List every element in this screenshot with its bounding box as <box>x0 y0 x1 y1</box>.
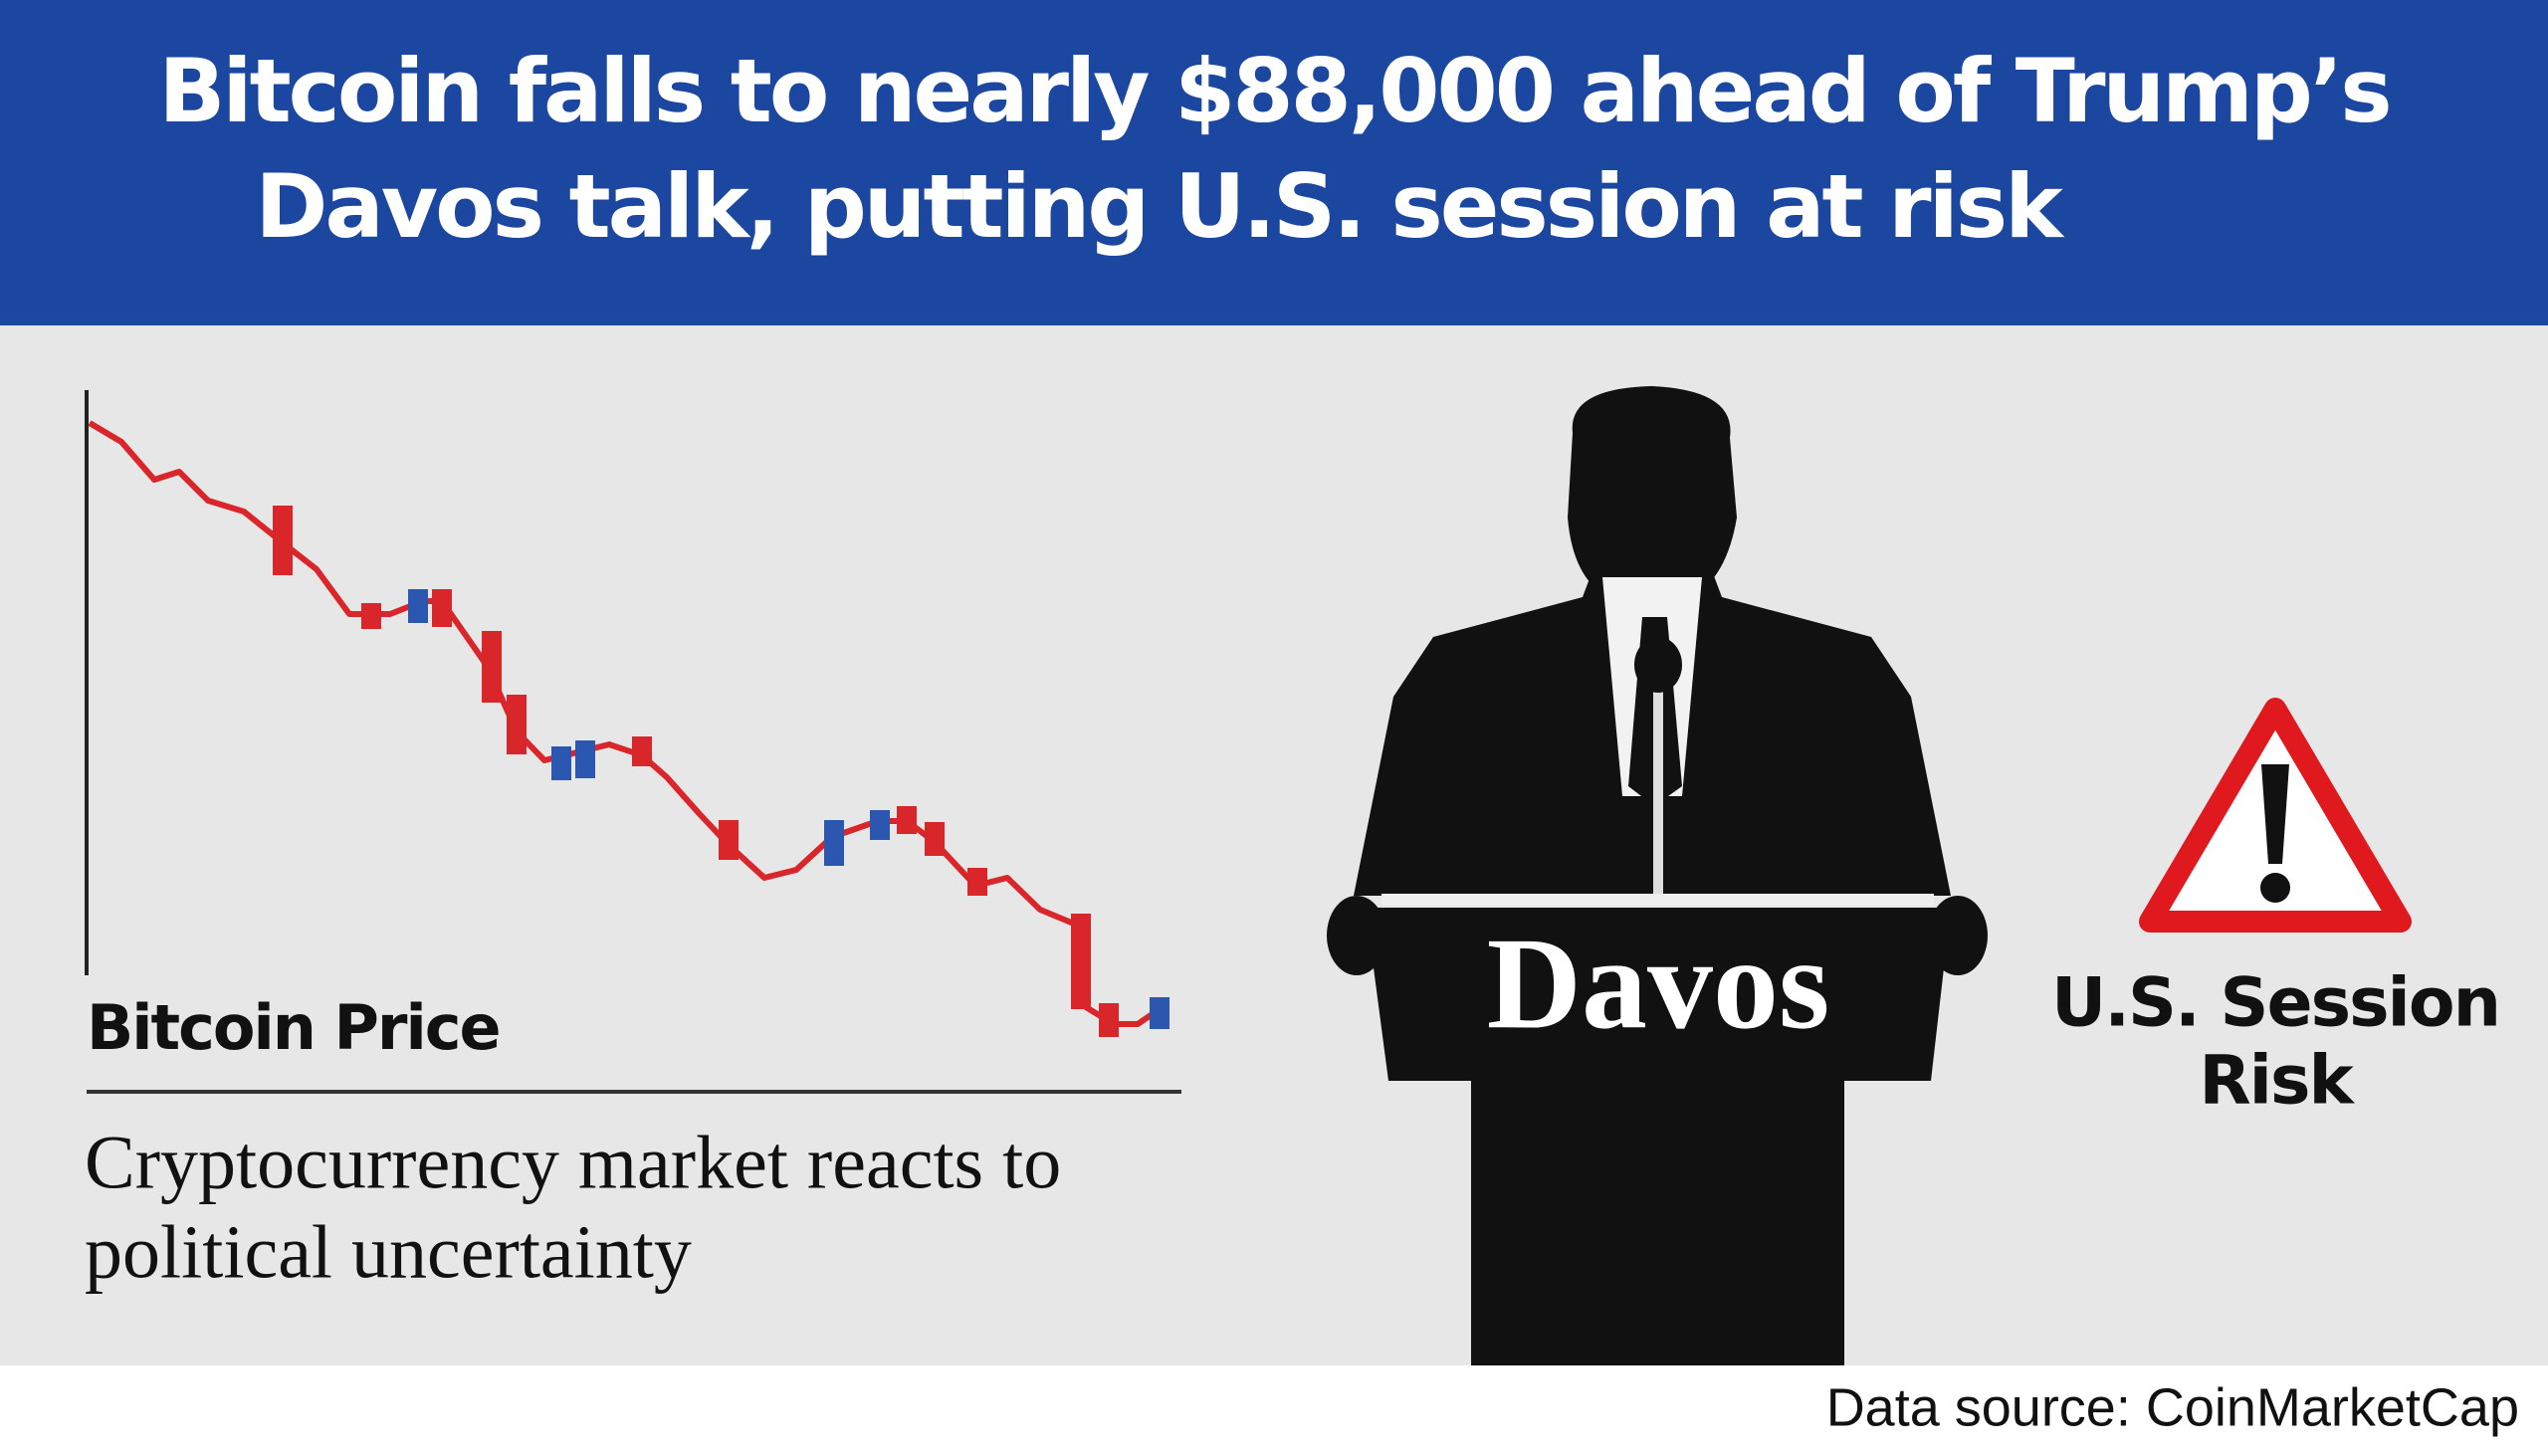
candle <box>897 806 917 834</box>
podium-panel <box>1366 908 1951 1081</box>
warning-label: Risk <box>2199 1042 2355 1121</box>
candle <box>719 820 739 860</box>
podium-label: Davos <box>1487 910 1830 1056</box>
candle <box>361 603 381 629</box>
caption-line: Cryptocurrency market reacts to <box>85 1121 1061 1204</box>
warning-label: U.S. Session <box>2051 964 2499 1043</box>
candle <box>632 736 652 766</box>
candle <box>507 695 527 754</box>
candle <box>551 746 571 780</box>
candle <box>1071 914 1091 1009</box>
candle <box>1099 1003 1119 1037</box>
caption-line: political uncertainty <box>85 1210 692 1294</box>
candle <box>1150 997 1169 1029</box>
footer-band <box>0 1365 2548 1456</box>
speaker-silhouette <box>1327 386 1988 1365</box>
title-line: Davos talk, putting U.S. session at risk <box>255 155 2065 258</box>
candle <box>824 820 844 866</box>
chart-label: Bitcoin Price <box>87 991 500 1064</box>
exclamation <box>2261 764 2289 864</box>
mic-stand <box>1653 687 1663 896</box>
data-source: Data source: CoinMarketCap <box>1826 1377 2519 1437</box>
podium-edge <box>1381 894 1934 906</box>
candle <box>967 868 987 896</box>
candle <box>575 740 595 778</box>
candle <box>482 631 502 703</box>
candle <box>408 589 428 623</box>
candle <box>273 506 293 575</box>
candle <box>870 810 890 840</box>
title-line: Bitcoin falls to nearly $88,000 ahead of… <box>158 40 2389 142</box>
candles <box>273 506 1169 1037</box>
header-band <box>0 0 2548 325</box>
exclamation-dot <box>2260 873 2290 903</box>
candle <box>432 589 452 627</box>
head <box>1568 386 1737 597</box>
candle <box>925 822 945 856</box>
podium-stand <box>1471 1081 1844 1365</box>
mic <box>1634 637 1682 693</box>
